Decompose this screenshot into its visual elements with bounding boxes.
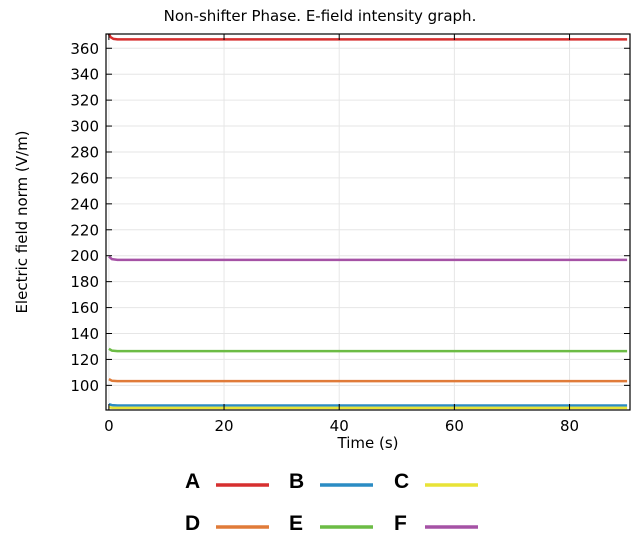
y-tick-label: 280 xyxy=(70,143,99,161)
legend-label-c: C xyxy=(394,470,409,493)
y-tick-label: 180 xyxy=(70,273,99,291)
y-tick-label: 320 xyxy=(70,92,99,110)
x-tick-label: 40 xyxy=(330,417,349,435)
legend-label-d: D xyxy=(185,512,200,533)
y-tick-label: 360 xyxy=(70,40,99,58)
y-axis-label: Electric field norm (V/m) xyxy=(13,130,31,313)
x-tick-labels: 0 20 40 60 80 xyxy=(104,417,579,435)
legend: A B C D E F xyxy=(185,470,478,533)
series-line-f xyxy=(108,255,628,262)
series-line-a xyxy=(107,33,628,41)
y-tick-label: 200 xyxy=(70,247,99,265)
y-tick-label: 260 xyxy=(70,169,99,187)
grid xyxy=(106,34,630,410)
y-tick-label: 300 xyxy=(70,118,99,136)
x-tick-label: 20 xyxy=(214,417,233,435)
y-tick-label: 140 xyxy=(70,325,99,343)
y-tick-label: 340 xyxy=(70,66,99,84)
y-tick-labels: 100 120 140 160 180 200 220 240 260 280 300 320 340 3… xyxy=(70,40,99,395)
y-tick-label: 240 xyxy=(70,195,99,213)
legend-label-e: E xyxy=(289,512,303,533)
y-tick-label: 100 xyxy=(70,377,99,395)
x-tick-label: 60 xyxy=(445,417,464,435)
series-line-e xyxy=(108,347,628,353)
legend-label-b: B xyxy=(289,470,304,493)
x-axis-label: Time (s) xyxy=(337,434,399,452)
x-tick-label: 80 xyxy=(560,417,579,435)
series-line-c xyxy=(108,405,628,410)
plot-frame xyxy=(105,33,631,411)
series-line-d xyxy=(108,378,628,383)
axis-ticks xyxy=(106,34,630,410)
legend-label-f: F xyxy=(394,512,407,533)
y-tick-label: 120 xyxy=(70,351,99,369)
series-group xyxy=(107,33,628,410)
series-line-b xyxy=(108,403,628,407)
chart-title: Non-shifter Phase. E-field intensity gra… xyxy=(164,7,477,25)
y-tick-label: 220 xyxy=(70,221,99,239)
legend-label-a: A xyxy=(185,470,200,493)
x-tick-label: 0 xyxy=(104,417,114,435)
y-tick-label: 160 xyxy=(70,299,99,317)
